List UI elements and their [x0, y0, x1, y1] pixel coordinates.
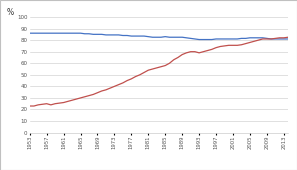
Men: [185, 37, 188, 39]
Women: [185, 52, 188, 54]
Women: [28, 105, 31, 107]
Line: Men: Men: [30, 33, 288, 40]
Men: [257, 37, 260, 39]
Women: [282, 37, 286, 39]
Men: [28, 32, 31, 34]
Men: [96, 33, 99, 35]
Line: Women: Women: [30, 37, 288, 106]
Men: [286, 38, 290, 40]
Men: [79, 32, 82, 34]
Women: [79, 97, 82, 99]
Text: %: %: [7, 8, 14, 17]
Women: [49, 104, 53, 106]
Men: [197, 39, 201, 41]
Women: [252, 40, 256, 42]
Men: [49, 32, 53, 34]
Women: [286, 36, 290, 38]
Women: [96, 92, 99, 94]
Men: [155, 36, 159, 38]
